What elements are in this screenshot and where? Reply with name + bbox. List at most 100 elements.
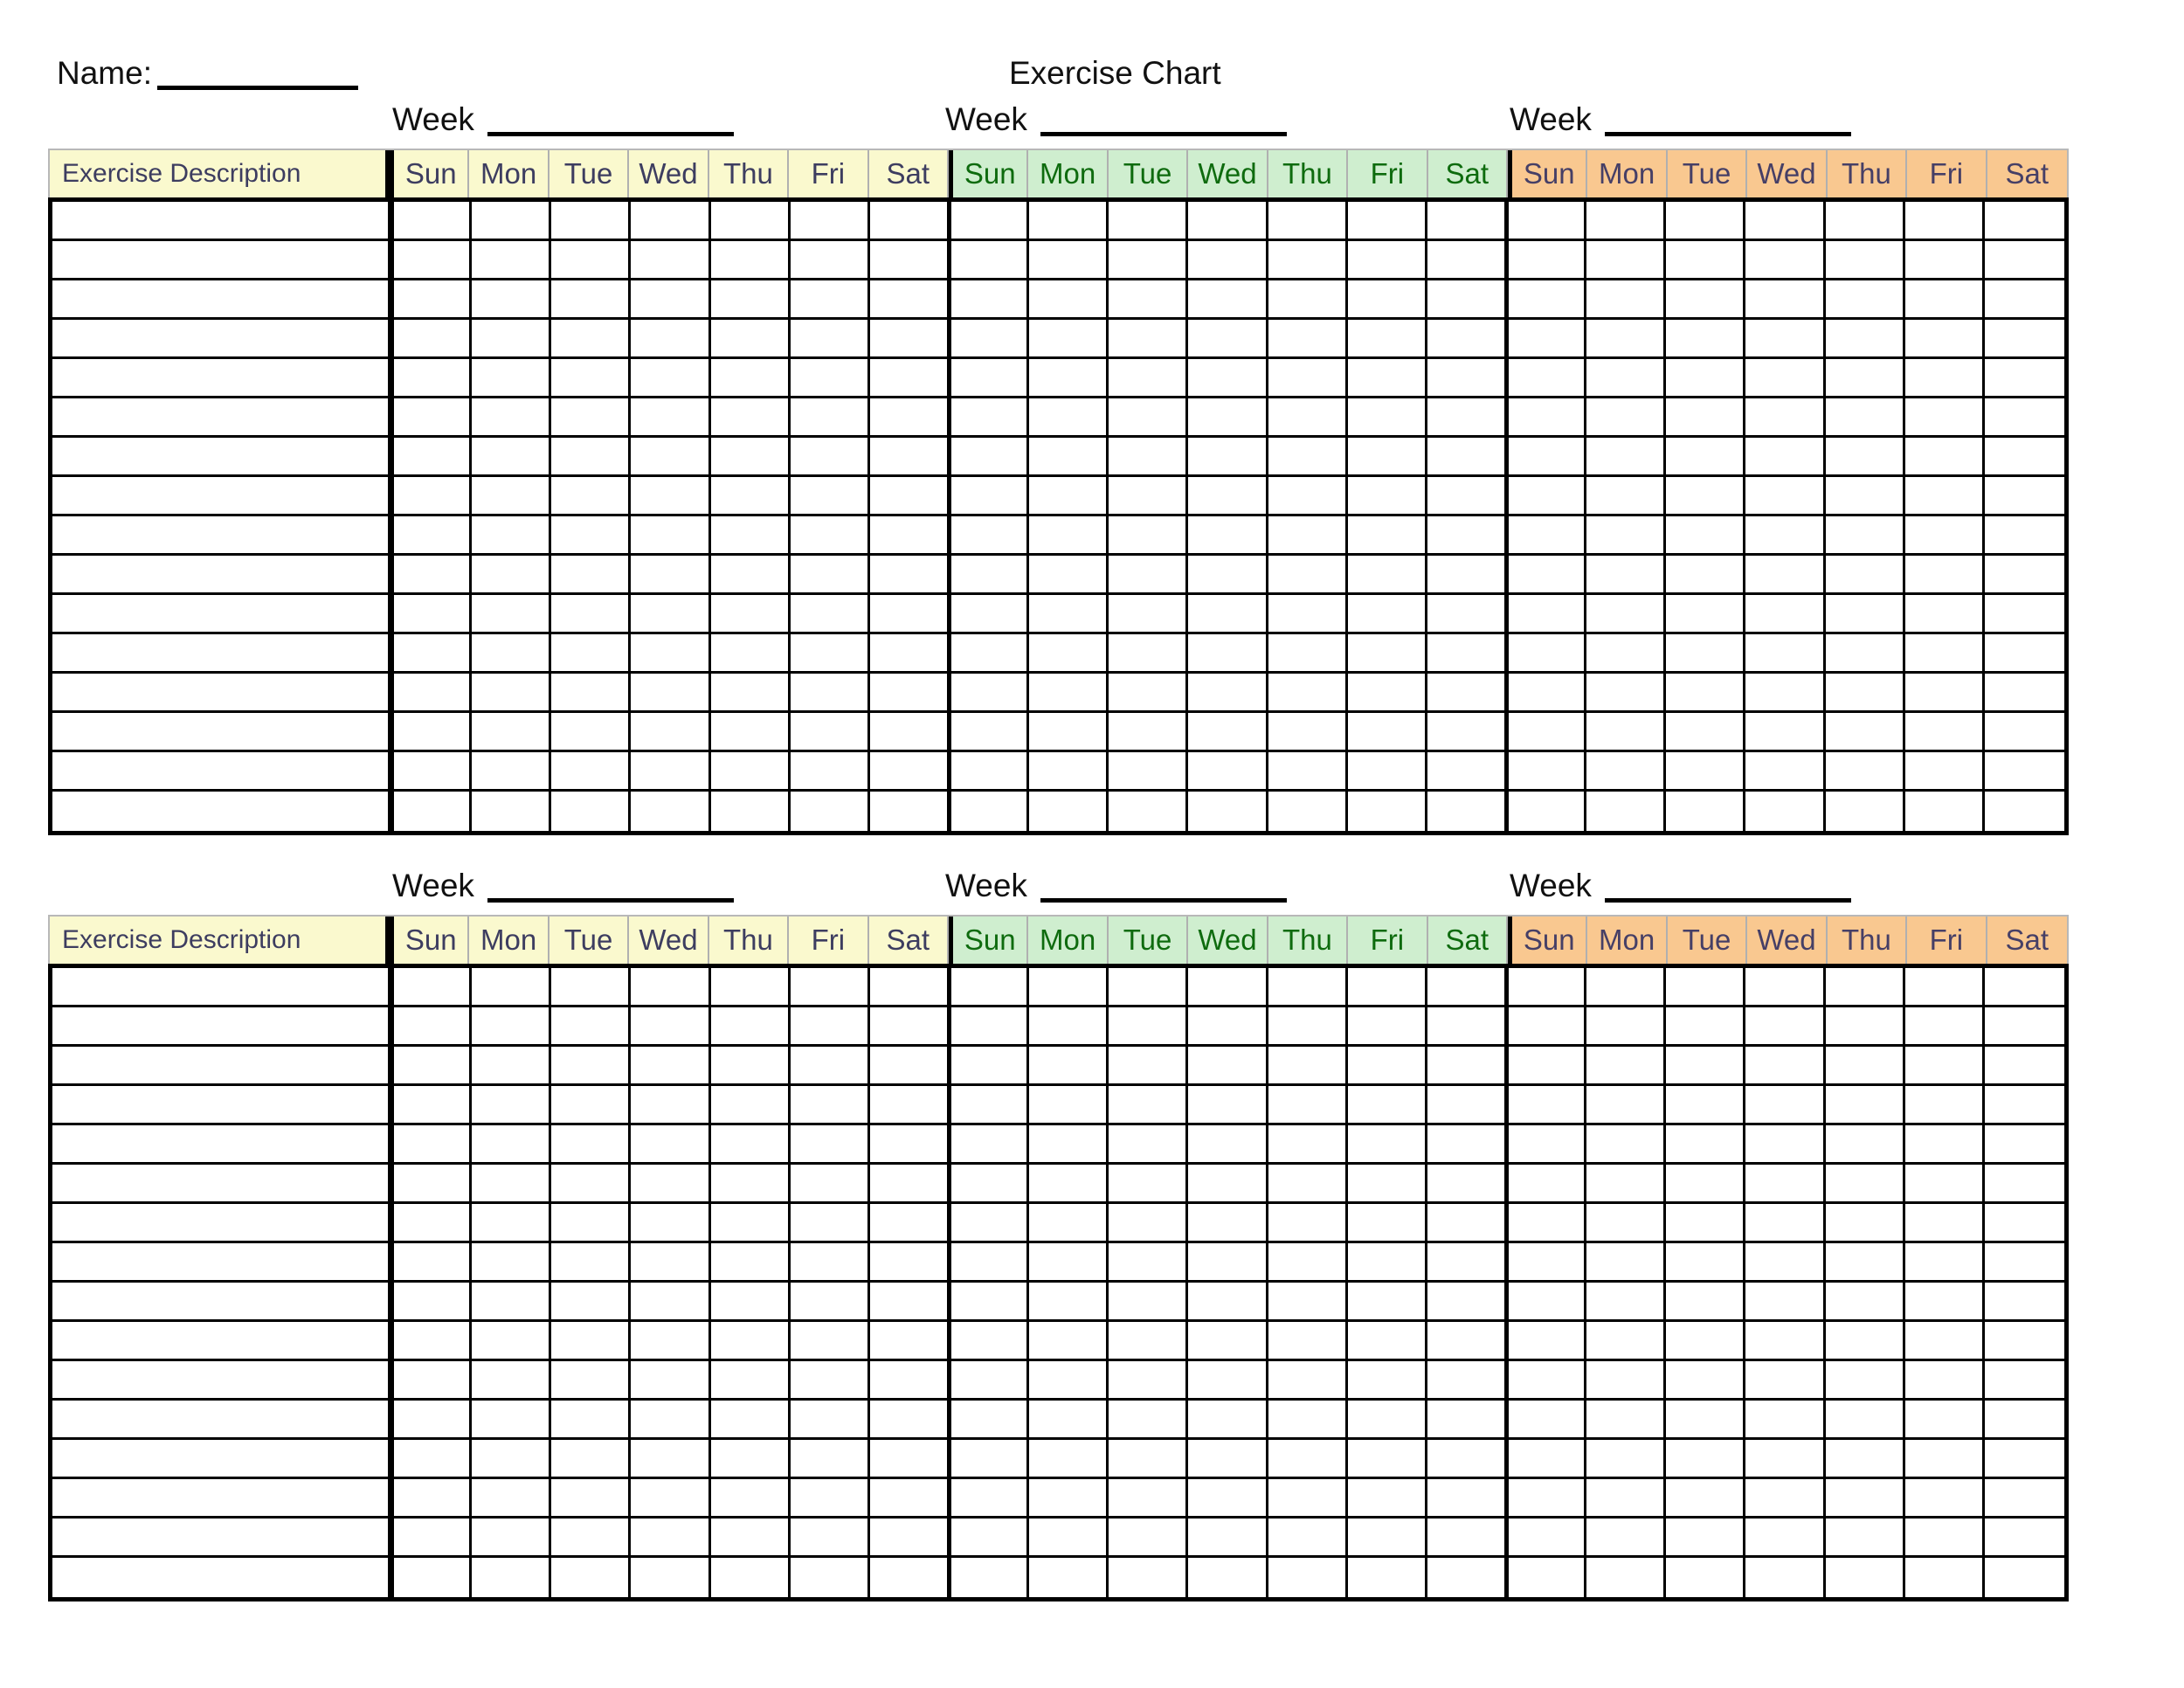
day-cell[interactable]: [1109, 595, 1189, 634]
day-cell[interactable]: [869, 1007, 950, 1047]
day-cell[interactable]: [1586, 674, 1667, 713]
day-cell[interactable]: [1188, 1401, 1268, 1440]
day-cell[interactable]: [1745, 792, 1826, 831]
day-cell[interactable]: [392, 320, 473, 359]
day-cell[interactable]: [1109, 438, 1189, 477]
day-cell[interactable]: [631, 556, 711, 595]
day-cell[interactable]: [1825, 280, 1905, 320]
day-cell[interactable]: [1825, 1165, 1905, 1204]
day-cell[interactable]: [1825, 202, 1905, 241]
day-cell[interactable]: [392, 1125, 473, 1165]
day-cell[interactable]: [1666, 968, 1746, 1007]
day-cell[interactable]: [1904, 556, 1985, 595]
day-cell[interactable]: [1029, 320, 1109, 359]
day-cell[interactable]: [1507, 359, 1587, 398]
day-cell[interactable]: [1507, 398, 1587, 438]
day-cell[interactable]: [1904, 1125, 1985, 1165]
day-cell[interactable]: [551, 1519, 632, 1558]
day-cell[interactable]: [1745, 241, 1826, 280]
day-cell[interactable]: [1029, 1479, 1109, 1519]
day-cell[interactable]: [1029, 1007, 1109, 1047]
day-cell[interactable]: [1586, 556, 1667, 595]
day-cell[interactable]: [1507, 477, 1587, 516]
day-cell[interactable]: [631, 1440, 711, 1479]
day-cell[interactable]: [1507, 1165, 1587, 1204]
day-cell[interactable]: [1188, 1243, 1268, 1283]
day-cell[interactable]: [1109, 752, 1189, 792]
day-cell[interactable]: [1347, 1086, 1427, 1125]
day-cell[interactable]: [710, 1519, 791, 1558]
day-cell[interactable]: [1984, 1086, 2064, 1125]
day-cell[interactable]: [1825, 556, 1905, 595]
day-cell[interactable]: [790, 1125, 870, 1165]
day-cell[interactable]: [472, 398, 552, 438]
day-cell[interactable]: [790, 438, 870, 477]
day-cell[interactable]: [551, 634, 632, 674]
day-cell[interactable]: [1109, 1440, 1189, 1479]
day-cell[interactable]: [551, 1283, 632, 1322]
day-cell[interactable]: [631, 595, 711, 634]
day-cell[interactable]: [631, 1086, 711, 1125]
day-cell[interactable]: [1109, 1401, 1189, 1440]
day-cell[interactable]: [710, 634, 791, 674]
day-cell[interactable]: [1666, 1086, 1746, 1125]
exercise-description-cell[interactable]: [52, 1243, 392, 1283]
day-cell[interactable]: [1586, 477, 1667, 516]
day-cell[interactable]: [1745, 1047, 1826, 1086]
day-cell[interactable]: [631, 516, 711, 556]
day-cell[interactable]: [1507, 713, 1587, 752]
day-cell[interactable]: [472, 516, 552, 556]
day-cell[interactable]: [392, 241, 473, 280]
day-cell[interactable]: [950, 1401, 1030, 1440]
day-cell[interactable]: [1029, 595, 1109, 634]
day-cell[interactable]: [1109, 1558, 1189, 1597]
day-cell[interactable]: [1825, 1086, 1905, 1125]
day-cell[interactable]: [790, 634, 870, 674]
day-cell[interactable]: [551, 968, 632, 1007]
day-cell[interactable]: [1984, 320, 2064, 359]
day-cell[interactable]: [392, 438, 473, 477]
day-cell[interactable]: [1029, 752, 1109, 792]
day-cell[interactable]: [1507, 1479, 1587, 1519]
day-cell[interactable]: [1904, 1479, 1985, 1519]
day-cell[interactable]: [392, 1361, 473, 1401]
day-cell[interactable]: [790, 516, 870, 556]
day-cell[interactable]: [1029, 359, 1109, 398]
day-cell[interactable]: [1347, 595, 1427, 634]
day-cell[interactable]: [869, 398, 950, 438]
day-cell[interactable]: [1586, 1204, 1667, 1243]
day-cell[interactable]: [710, 202, 791, 241]
day-cell[interactable]: [472, 1243, 552, 1283]
exercise-description-cell[interactable]: [52, 202, 392, 241]
day-cell[interactable]: [631, 320, 711, 359]
day-cell[interactable]: [472, 1007, 552, 1047]
day-cell[interactable]: [1347, 280, 1427, 320]
day-cell[interactable]: [1666, 1361, 1746, 1401]
day-cell[interactable]: [1586, 202, 1667, 241]
day-cell[interactable]: [1984, 634, 2064, 674]
day-cell[interactable]: [1507, 1243, 1587, 1283]
day-cell[interactable]: [1188, 752, 1268, 792]
day-cell[interactable]: [1188, 320, 1268, 359]
day-cell[interactable]: [1347, 1125, 1427, 1165]
day-cell[interactable]: [1904, 1519, 1985, 1558]
day-cell[interactable]: [1507, 202, 1587, 241]
week-fill-line[interactable]: [1040, 898, 1287, 903]
day-cell[interactable]: [1984, 968, 2064, 1007]
day-cell[interactable]: [950, 1007, 1030, 1047]
day-cell[interactable]: [1268, 968, 1348, 1007]
day-cell[interactable]: [1666, 280, 1746, 320]
day-cell[interactable]: [392, 1007, 473, 1047]
day-cell[interactable]: [1825, 1361, 1905, 1401]
day-cell[interactable]: [1586, 1283, 1667, 1322]
day-cell[interactable]: [790, 1086, 870, 1125]
day-cell[interactable]: [1745, 1519, 1826, 1558]
day-cell[interactable]: [1427, 1361, 1507, 1401]
day-cell[interactable]: [1347, 1519, 1427, 1558]
day-cell[interactable]: [1825, 1479, 1905, 1519]
exercise-description-cell[interactable]: [52, 1204, 392, 1243]
day-cell[interactable]: [392, 674, 473, 713]
exercise-description-cell[interactable]: [52, 241, 392, 280]
day-cell[interactable]: [710, 241, 791, 280]
day-cell[interactable]: [1666, 1322, 1746, 1361]
